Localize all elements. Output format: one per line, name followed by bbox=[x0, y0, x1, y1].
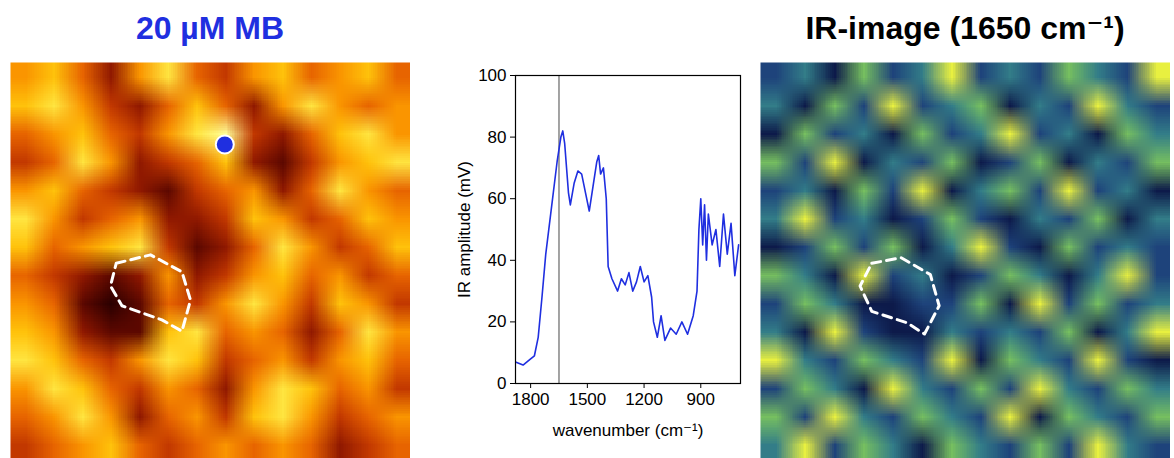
svg-text:900: 900 bbox=[687, 390, 715, 409]
svg-text:1200: 1200 bbox=[625, 390, 663, 409]
html-text:20 µM MB: 20 µM MB bbox=[135, 10, 285, 46]
svg-text:60: 60 bbox=[488, 189, 507, 208]
html-text:IR-image (1650 cm⁻¹): IR-image (1650 cm⁻¹) bbox=[805, 10, 1125, 46]
svg-text:80: 80 bbox=[488, 128, 507, 147]
svg-text:40: 40 bbox=[488, 251, 507, 270]
svg-text:100: 100 bbox=[478, 66, 506, 85]
svg-text:1500: 1500 bbox=[568, 390, 606, 409]
svg-text:0: 0 bbox=[497, 374, 506, 393]
svg-text:1800: 1800 bbox=[512, 390, 550, 409]
svg-text:IR amplitude (mV): IR amplitude (mV) bbox=[455, 161, 474, 298]
svg-text:wavenumber (cm⁻¹): wavenumber (cm⁻¹) bbox=[552, 421, 704, 440]
svg-text:20: 20 bbox=[488, 312, 507, 331]
